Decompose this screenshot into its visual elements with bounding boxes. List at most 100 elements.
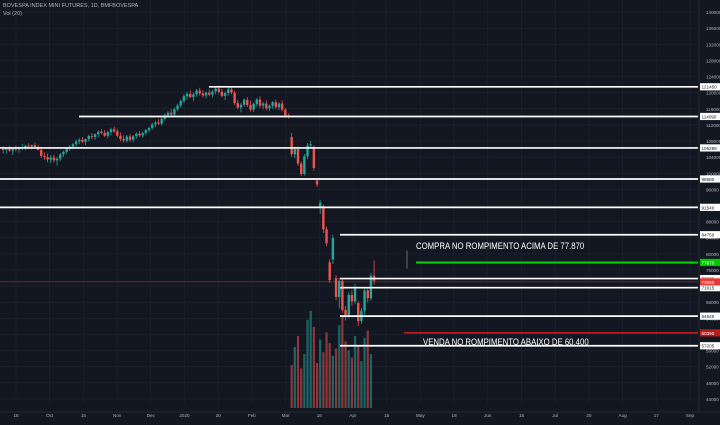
level-price-tag: 114090 (702, 114, 717, 119)
candle-body (173, 109, 176, 115)
y-tick-label: 48000 (706, 381, 719, 386)
candle-body (322, 206, 325, 230)
candle-body (87, 136, 90, 139)
candle-body (236, 103, 239, 108)
candle-body (135, 133, 138, 137)
x-tick-label: 16 (384, 413, 390, 418)
volume-bar (369, 354, 373, 408)
candle-body (341, 280, 344, 310)
y-tick-label: 44000 (706, 397, 719, 402)
candle-body (227, 89, 230, 94)
candle-body (293, 149, 297, 155)
y-tick-label: 96000 (706, 187, 719, 192)
level-price-tag-bg (700, 83, 720, 91)
candle-body (100, 131, 103, 133)
candle-body (214, 88, 217, 92)
candle-body (30, 145, 33, 147)
buy-price-tag-bg (700, 258, 720, 267)
candle-body (71, 144, 75, 147)
candle-body (93, 134, 97, 137)
candle-body (43, 155, 46, 158)
candle-body (40, 149, 43, 156)
candle-body (204, 92, 208, 96)
candle-body (344, 309, 347, 316)
candle-body (319, 202, 322, 208)
y-tick-label: 108000 (706, 139, 720, 144)
x-tick-label: 15 (519, 413, 525, 418)
level-price-tag-bg (700, 175, 720, 183)
x-tick-label: Jul (552, 413, 558, 418)
candle-body (268, 105, 271, 109)
candle-body (274, 102, 278, 108)
level-price-tag: 84750 (702, 233, 715, 238)
y-tick-label: 124000 (706, 75, 720, 80)
candle-body (55, 158, 59, 161)
x-tick-label: Mar (282, 413, 290, 418)
y-tick-label: 52000 (706, 365, 719, 370)
y-tick-label: 120000 (706, 91, 720, 96)
x-tick-label: 2020 (179, 413, 190, 418)
buy-annotation: COMPRA NO ROMPIMENTO ACIMA DE 77.870 (416, 241, 585, 252)
candle-body (17, 148, 21, 150)
volume-bar (319, 339, 322, 408)
candle-body (119, 135, 122, 139)
y-tick-label: 104000 (706, 155, 720, 160)
candle-body (27, 145, 30, 147)
y-tick-label: 136000 (706, 26, 720, 31)
candle-body (24, 145, 27, 148)
candle-body (328, 262, 331, 281)
candle-body (74, 141, 78, 145)
candle-body (325, 229, 328, 244)
candle-body (242, 99, 246, 105)
candle-body (366, 290, 369, 299)
level-price-tag: 106285 (702, 146, 718, 151)
current-price-tag-bg (700, 278, 720, 286)
candle-body (261, 103, 265, 106)
candle-body (271, 102, 274, 106)
candle-body (284, 109, 287, 116)
candle-body (357, 303, 360, 322)
volume-bar (322, 352, 325, 408)
candle-body (150, 124, 154, 129)
y-tick-label: 76000 (706, 268, 719, 273)
candle-body (299, 163, 303, 175)
candle-body (201, 93, 205, 96)
buy-price-tag: 77870 (702, 260, 715, 265)
x-tick-label: Jun (484, 413, 492, 418)
candle-body (103, 132, 106, 136)
candle-body (90, 136, 94, 137)
candle-body (106, 132, 110, 136)
level-price-tag-bg (700, 342, 720, 350)
volume-bar (363, 337, 366, 408)
candle-body (303, 156, 306, 175)
y-tick-label: 88000 (706, 220, 719, 225)
x-tick-label: Dec (147, 413, 156, 418)
volume-bar (325, 332, 328, 408)
candle-body (131, 136, 135, 140)
candle-body (239, 104, 243, 108)
candle-body (147, 128, 151, 131)
candle-body (166, 112, 170, 116)
candle-body (350, 294, 354, 302)
y-tick-label: 100000 (706, 171, 720, 176)
candle-body (246, 99, 249, 106)
volume-bar (300, 368, 303, 408)
volume-bar (312, 327, 315, 408)
candle-body (363, 290, 366, 311)
level-price-tag-bg (700, 112, 720, 121)
candle-body (230, 89, 233, 93)
y-tick-label: 132000 (706, 42, 720, 47)
x-tick-label: 15 (81, 413, 87, 418)
volume-bar (344, 341, 347, 408)
y-tick-label: 56000 (706, 349, 719, 354)
level-price-tag-bg (700, 312, 720, 320)
candle-body (192, 94, 195, 98)
candle-body (353, 286, 357, 302)
x-tick-label: May (416, 413, 425, 418)
level-price-tag-bg (700, 144, 720, 152)
sell-price-tag-bg (700, 329, 720, 337)
candle-body (78, 139, 81, 142)
candle-body (306, 145, 309, 157)
